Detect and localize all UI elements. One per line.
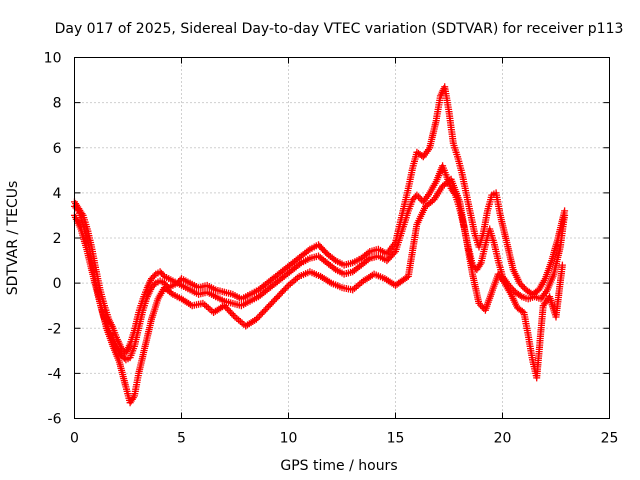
data-point (281, 285, 289, 293)
y-tick-label: 2 (53, 231, 62, 247)
y-tick-label: 4 (53, 186, 62, 202)
x-tick-label: 10 (280, 431, 298, 447)
data-point (519, 283, 527, 290)
y-tick-label: 6 (53, 141, 62, 157)
data-point (561, 207, 569, 215)
y-tick-label: 8 (53, 96, 62, 112)
data-point (150, 272, 158, 280)
data-point (266, 301, 274, 309)
y-tick-label: -6 (48, 412, 62, 428)
data-point (226, 308, 234, 316)
data-point (259, 309, 266, 317)
data-point (254, 314, 262, 322)
x-tick-label: 15 (387, 431, 405, 447)
data-point (256, 312, 263, 320)
data-point (269, 298, 277, 305)
y-tick-labels: -6 -4 -2 0 2 4 6 8 10 (44, 51, 62, 428)
data-point (280, 286, 288, 294)
data-point (272, 294, 280, 302)
x-tick-label: 0 (70, 431, 79, 447)
data-point (260, 307, 268, 315)
y-tick-label: 0 (53, 276, 62, 292)
data-point (222, 303, 230, 311)
data-point (257, 310, 265, 318)
data-point (263, 304, 271, 312)
data-point (516, 292, 524, 299)
chart-title: Day 017 of 2025, Sidereal Day-to-day VTE… (55, 21, 624, 37)
y-tick-label: -4 (48, 366, 62, 382)
x-tick-label: 20 (494, 431, 512, 447)
y-tick-label: 10 (44, 51, 62, 67)
data-point (225, 307, 233, 314)
plot-frame (74, 57, 610, 419)
data-point (390, 249, 398, 257)
x-tick-label: 25 (601, 431, 619, 447)
x-tick-label: 5 (177, 431, 186, 447)
data-point (274, 293, 282, 301)
data-point (271, 296, 279, 304)
data-point (265, 302, 273, 310)
data-point (277, 289, 285, 297)
data-point (252, 315, 260, 323)
x-axis-label: GPS time / hours (280, 458, 397, 474)
series-track-c (71, 175, 566, 407)
y-tick-label: -2 (48, 321, 62, 337)
x-tick-labels: 0 5 10 15 20 25 (70, 431, 618, 447)
data-point (230, 311, 237, 319)
data-points (71, 83, 569, 407)
data-point (283, 283, 291, 291)
data-point (558, 261, 566, 269)
data-point (220, 302, 228, 310)
y-axis-label: SDTVAR / TECUs (5, 181, 21, 296)
data-point (268, 299, 276, 307)
series-track-b (71, 83, 569, 357)
grid (74, 57, 610, 419)
data-point (223, 305, 231, 313)
data-point (278, 288, 286, 296)
